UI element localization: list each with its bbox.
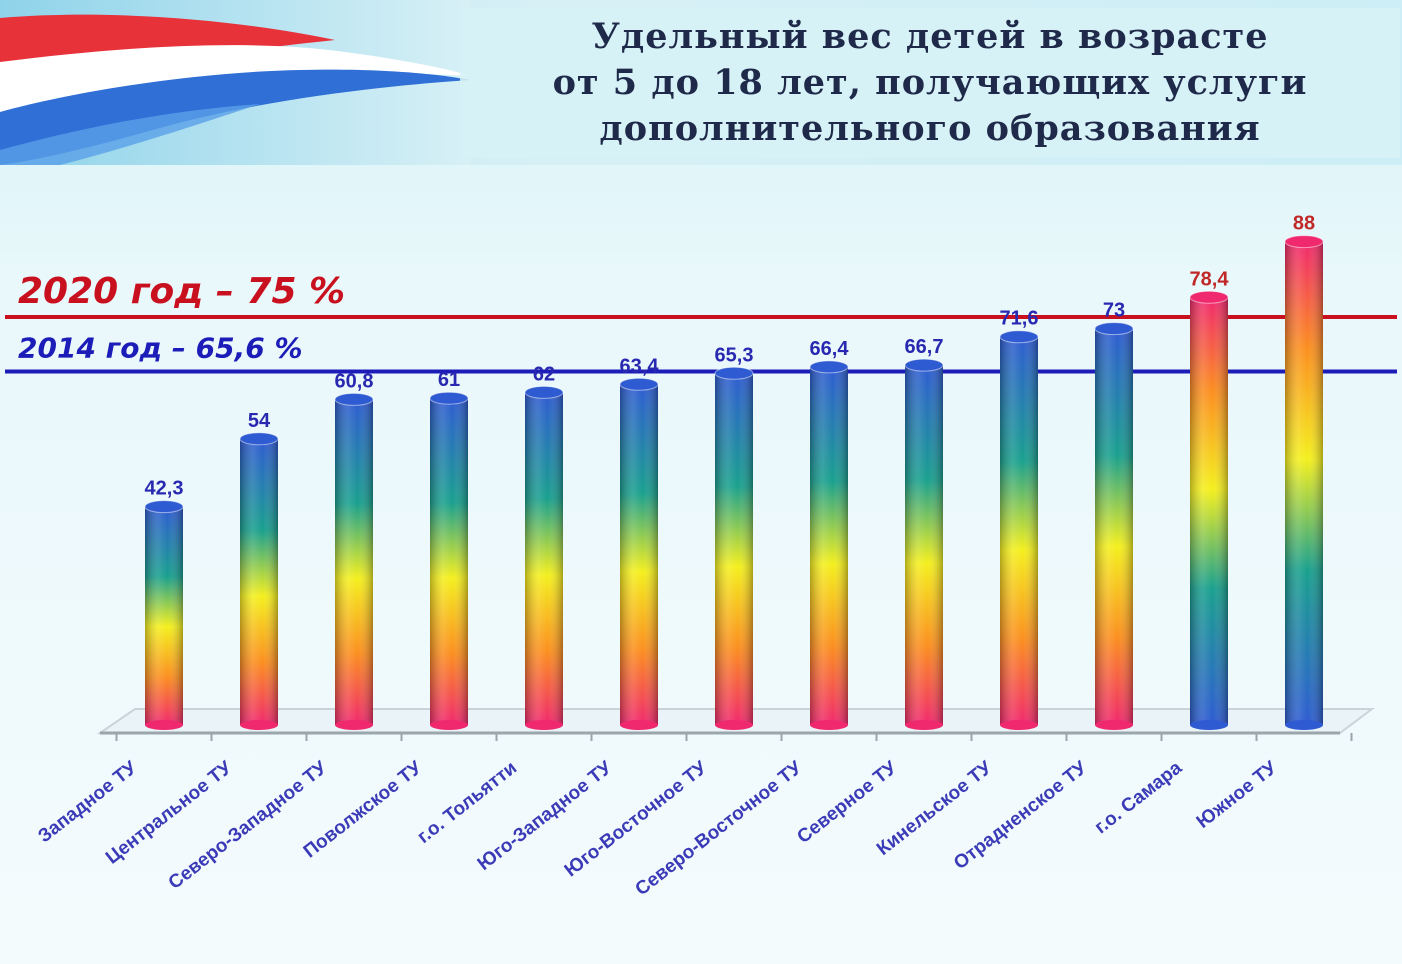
- bar-value-label: 65,3: [715, 344, 754, 366]
- category-label: Северо-Западное ТУ: [165, 757, 332, 894]
- bar-value-label: 66,7: [905, 336, 944, 358]
- bar-value-label: 71,6: [1000, 308, 1039, 330]
- bar: [1284, 235, 1324, 730]
- bar: [239, 432, 279, 730]
- bar-value-label: 63,4: [620, 355, 660, 377]
- header-banner: Удельный вес детей в возрасте от 5 до 18…: [0, 0, 1402, 165]
- bar-value-label: 60,8: [335, 370, 374, 392]
- category-label: Южное ТУ: [1193, 757, 1281, 833]
- bar: [714, 366, 754, 730]
- bar: [619, 377, 659, 730]
- category-label: Северо-Восточное ТУ: [632, 757, 807, 900]
- baseline-2014-line: 2014 год – 65,6 %: [5, 332, 1397, 374]
- bar: [524, 385, 564, 730]
- target-2020-line: 2020 год – 75 %: [5, 271, 1397, 319]
- bar-value-label: 78,4: [1190, 268, 1230, 290]
- bar: [429, 391, 469, 730]
- bar: [1094, 322, 1134, 730]
- title-line-2: от 5 до 18 лет, получающих услуги: [552, 62, 1308, 103]
- bar: [809, 360, 849, 730]
- bar-value-label: 42,3: [145, 478, 184, 500]
- bar-value-label: 73: [1103, 300, 1125, 322]
- bar-value-label: 54: [248, 410, 271, 432]
- bar: [999, 330, 1039, 730]
- bar: [904, 358, 944, 730]
- baseline-2014-label: 2014 год – 65,6 %: [18, 332, 303, 365]
- bar: [1189, 290, 1229, 730]
- bar: [334, 392, 374, 730]
- bar-value-label: 61: [438, 369, 460, 391]
- category-label: г.о. Самара: [1091, 757, 1187, 838]
- chart-title: Удельный вес детей в возрасте от 5 до 18…: [460, 8, 1400, 158]
- bar-value-label: 62: [533, 363, 555, 385]
- target-2020-label: 2020 год – 75 %: [18, 271, 345, 312]
- bar-value-label: 66,4: [810, 338, 850, 360]
- title-line-3: дополнительного образования: [599, 108, 1261, 149]
- bar: [144, 500, 184, 730]
- title-line-1: Удельный вес детей в возрасте: [591, 16, 1269, 57]
- flag-ribbon-icon: [0, 0, 470, 165]
- bar-value-label: 88: [1293, 213, 1315, 235]
